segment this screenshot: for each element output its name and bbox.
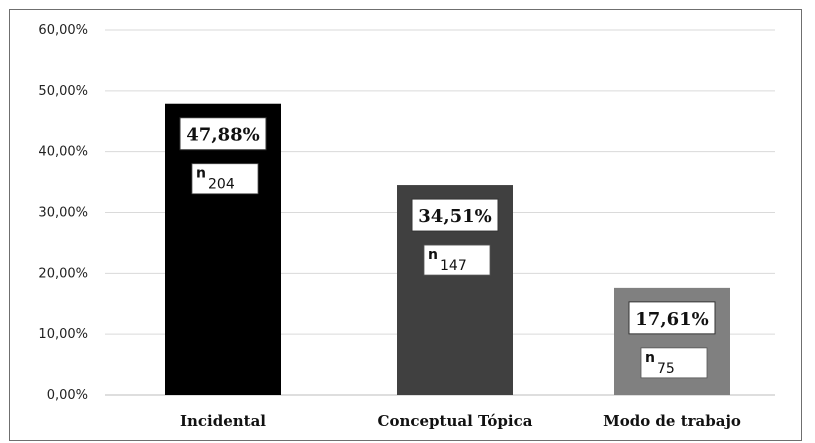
y-tick-label: 10,00% xyxy=(38,327,88,342)
value-label: 47,88% xyxy=(186,125,259,146)
category-label: Conceptual Tópica xyxy=(378,412,533,430)
count-value: 147 xyxy=(440,258,467,274)
value-label: 17,61% xyxy=(635,309,708,330)
count-label-box xyxy=(191,163,259,195)
y-tick-label: 20,00% xyxy=(38,266,88,281)
count-prefix: n xyxy=(196,166,206,182)
bar-1 xyxy=(165,103,281,395)
value-label: 34,51% xyxy=(418,206,491,227)
category-label: Incidental xyxy=(180,412,266,430)
y-tick-label: 30,00% xyxy=(38,206,88,221)
count-label-box xyxy=(423,244,491,276)
category-label: Modo de trabajo xyxy=(603,412,741,430)
value-label-box xyxy=(411,198,499,232)
count-value: 204 xyxy=(208,177,235,193)
value-label-box xyxy=(179,117,267,151)
count-label-box xyxy=(640,347,708,379)
count-prefix: n xyxy=(645,350,655,366)
y-tick-label: 50,00% xyxy=(38,84,88,99)
count-value: 75 xyxy=(657,361,675,377)
count-prefix: n xyxy=(428,247,438,263)
y-tick-label: 60,00% xyxy=(38,23,88,38)
y-tick-label: 40,00% xyxy=(38,145,88,160)
value-label-box xyxy=(628,301,716,335)
y-tick-label: 0,00% xyxy=(47,388,88,403)
